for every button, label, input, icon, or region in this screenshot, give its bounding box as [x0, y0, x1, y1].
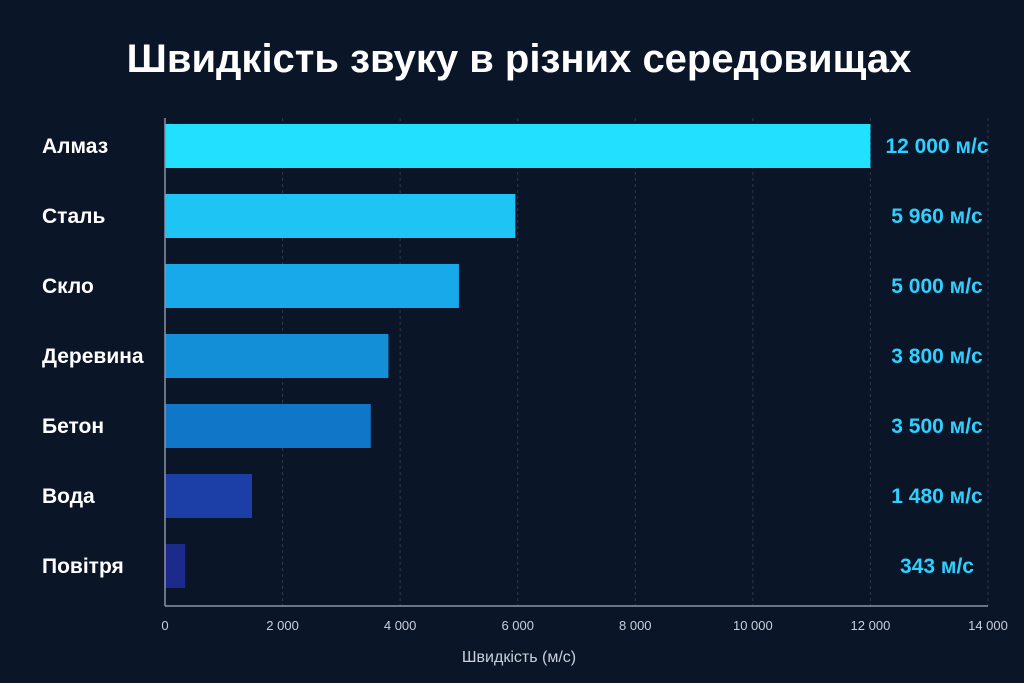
x-tick-label: 4 000 — [384, 618, 417, 633]
value-label: 5 960 м/с — [891, 205, 983, 228]
x-tick-label: 8 000 — [619, 618, 652, 633]
chart-title: Швидкість звуку в різних середовищах — [127, 37, 912, 81]
category-label: Повітря — [42, 555, 124, 578]
value-labels: 12 000 м/с 5 960 м/с 5 000 м/с 3 800 м/с 3 5… — [885, 135, 988, 578]
bar-бетон — [165, 404, 371, 448]
value-label: 5 000 м/с — [891, 275, 983, 298]
x-tick-label: 12 000 — [851, 618, 891, 633]
bar-повітря — [165, 544, 186, 588]
category-label: Сталь — [42, 205, 105, 228]
value-label: 1 480 м/с — [891, 485, 983, 508]
value-label: 12 000 м/с — [885, 135, 988, 158]
bar-деревина — [165, 334, 389, 378]
bar-вода — [165, 474, 253, 518]
x-axis-label: Швидкість (м/с) — [462, 649, 576, 666]
value-label: 3 500 м/с — [891, 415, 983, 438]
value-label: 343 м/с — [900, 555, 974, 578]
bar-алмаз — [165, 124, 871, 168]
category-label: Бетон — [42, 415, 104, 438]
x-tick-labels: 0 2 000 4 000 6 000 8 000 10 000 12 000 14 000 — [161, 618, 1008, 633]
x-tick-label: 0 — [161, 618, 168, 633]
category-label: Деревина — [42, 345, 144, 368]
category-label: Скло — [42, 275, 94, 298]
x-tick-label: 10 000 — [733, 618, 773, 633]
bar-сталь — [165, 194, 516, 238]
category-labels: Алмаз Сталь Скло Деревина Бетон Вода Повітря — [42, 135, 144, 578]
bars — [165, 124, 871, 588]
grid-lines — [282, 118, 989, 606]
category-label: Вода — [42, 485, 95, 508]
x-tick-label: 2 000 — [266, 618, 299, 633]
bar-скло — [165, 264, 459, 308]
x-tick-label: 14 000 — [968, 618, 1008, 633]
x-tick-label: 6 000 — [501, 618, 534, 633]
category-label: Алмаз — [42, 135, 108, 158]
value-label: 3 800 м/с — [891, 345, 983, 368]
